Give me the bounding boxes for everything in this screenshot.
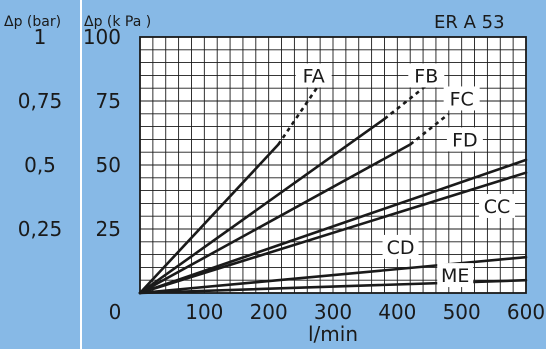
plot-frame — [139, 36, 527, 294]
series-label-box-fc — [443, 86, 480, 111]
y-tick-label-kpa: 25 — [96, 217, 121, 241]
series-label-box-me — [437, 263, 474, 288]
x-tick-label: 100 — [185, 300, 223, 324]
series-line-fc — [138, 143, 412, 295]
chart-title: ER A 53 — [434, 12, 505, 33]
series-label-fa: FA — [303, 65, 325, 87]
y-tick-label-bar: 0,5 — [24, 153, 56, 177]
x-tick-label: 400 — [378, 300, 416, 324]
series-line-cc — [138, 171, 528, 295]
x-tick-label: 0 — [109, 300, 122, 324]
x-tick-label: 200 — [250, 300, 288, 324]
series-line-fb — [138, 117, 386, 295]
series-line-dashed-fc — [409, 112, 450, 146]
bar-axis-panel — [0, 0, 80, 349]
x-tick-label: 300 — [314, 300, 352, 324]
series-label-box-fa — [295, 63, 332, 88]
y-tick-label-bar: 1 — [34, 25, 47, 49]
x-axis-label: l/min — [308, 322, 358, 346]
series-label-fc: FC — [450, 88, 474, 110]
y-axis-label-kpa: Δp (k Pa ) — [84, 14, 151, 30]
y-tick-label-kpa: 75 — [96, 89, 121, 113]
y-axis-label-bar: Δp (bar) — [4, 14, 61, 30]
y-tick-label-kpa: 100 — [83, 25, 121, 49]
grid — [140, 37, 526, 293]
series-labels: FA FB FC FD CC CD ME — [295, 63, 516, 288]
series-line-fd — [138, 158, 528, 295]
series-label-box-cd — [382, 234, 419, 259]
x-tick-label: 500 — [443, 300, 481, 324]
y-tick-label-bar: 0,75 — [18, 89, 63, 113]
series-label-fb: FB — [414, 65, 438, 87]
y-tick-label-bar: 0,25 — [18, 217, 63, 241]
series-label-box-cc — [479, 193, 516, 218]
series-label-box-fd — [446, 127, 483, 152]
x-tick-label: 600 — [507, 300, 545, 324]
y-tick-label-kpa: 50 — [96, 153, 121, 177]
series-label-cc: CC — [484, 196, 511, 218]
series-label-box-fb — [408, 63, 445, 88]
series-line-fa — [138, 143, 280, 295]
series-label-me: ME — [441, 265, 469, 287]
tick-labels: 0 100 200 300 400 500 600 100 75 50 25 1 0,75 0,5 0,25 — [18, 25, 545, 324]
series-label-cd: CD — [387, 237, 415, 259]
series-label-fd: FD — [452, 129, 478, 151]
